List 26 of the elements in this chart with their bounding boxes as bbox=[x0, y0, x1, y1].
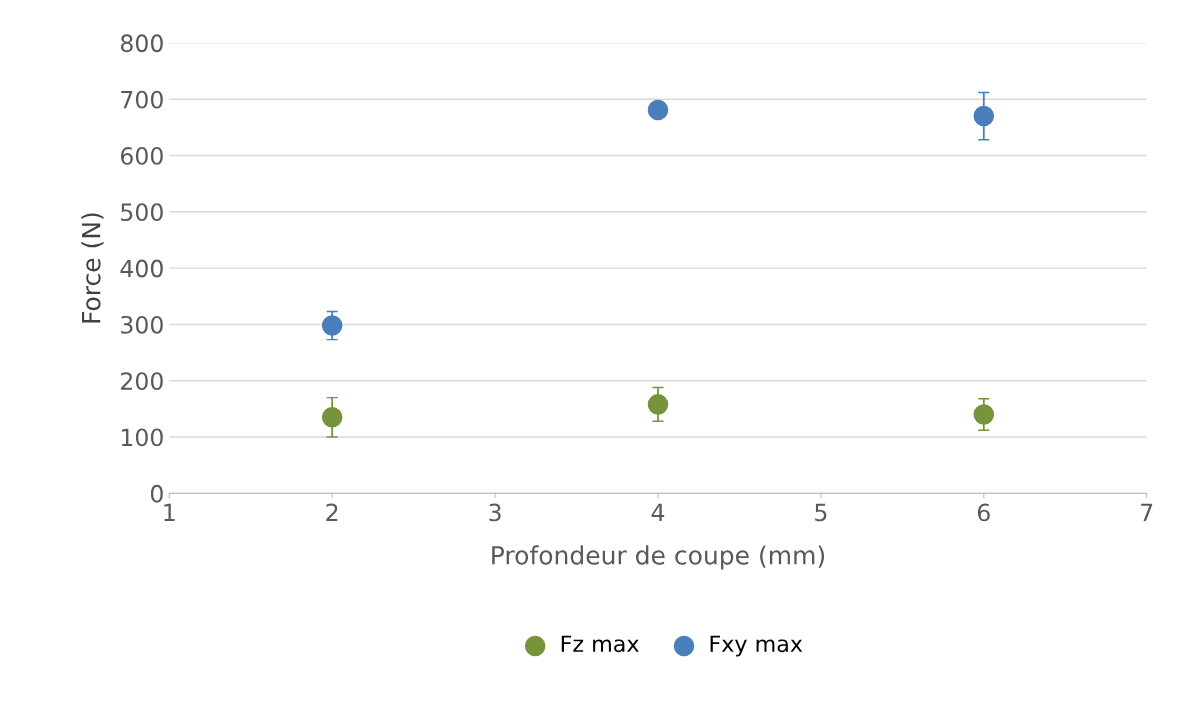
y-tick-label: 300 bbox=[121, 315, 163, 334]
y-tick-label: 700 bbox=[121, 90, 163, 109]
y-tick-label: 400 bbox=[120, 259, 163, 278]
point bbox=[973, 105, 995, 127]
point bbox=[321, 315, 343, 336]
y-axis-title: Force (N) bbox=[81, 213, 104, 323]
legend-label: Fz max bbox=[561, 635, 639, 653]
point bbox=[973, 404, 995, 425]
y-tick-label: 100 bbox=[121, 428, 163, 447]
x-tick-label: 6 bbox=[977, 503, 990, 522]
y-tick-label: 200 bbox=[121, 372, 163, 391]
x-axis-title: Profondeur de coupe (mm) bbox=[492, 545, 825, 570]
x-tick-label: 4 bbox=[651, 503, 665, 522]
point bbox=[647, 394, 669, 415]
point bbox=[321, 407, 343, 428]
legend-label: Fxy max bbox=[710, 635, 803, 657]
y-tick-label: 800 bbox=[120, 34, 163, 53]
point bbox=[647, 99, 669, 121]
x-tick-label: 7 bbox=[1141, 503, 1153, 522]
x-tick-label: 1 bbox=[164, 503, 175, 522]
y-tick-label: 0 bbox=[150, 484, 163, 503]
x-tick-label: 3 bbox=[489, 503, 501, 522]
x-tick-label: 2 bbox=[326, 503, 338, 522]
x-tick-label: 5 bbox=[815, 503, 827, 522]
y-tick-label: 500 bbox=[121, 203, 163, 222]
y-tick-label: 600 bbox=[120, 146, 163, 165]
